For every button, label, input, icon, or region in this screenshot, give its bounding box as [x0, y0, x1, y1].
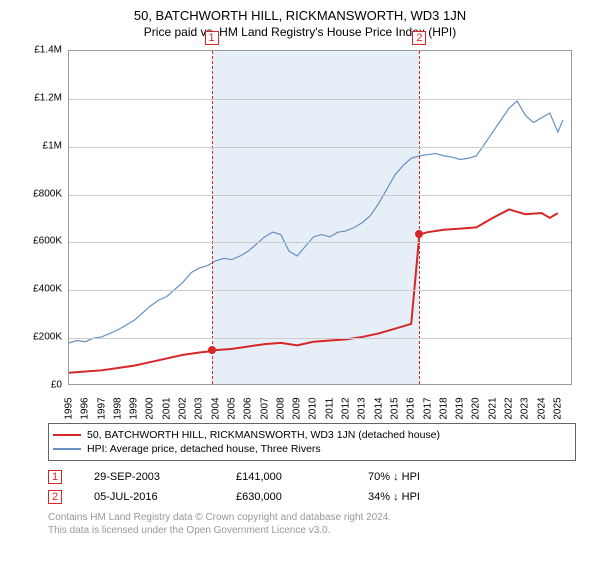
marker-badge: 2	[412, 31, 426, 45]
x-axis-label: 1997	[96, 397, 107, 419]
x-axis-label: 2024	[536, 397, 547, 419]
series-hpi	[69, 101, 563, 343]
y-axis-label: £0	[20, 380, 62, 391]
x-axis-label: 2010	[308, 397, 319, 419]
event-date: 29-SEP-2003	[94, 471, 204, 483]
event-badge: 2	[48, 490, 62, 504]
legend-box: 50, BATCHWORTH HILL, RICKMANSWORTH, WD3 …	[48, 423, 576, 461]
gridline	[69, 338, 571, 339]
marker-dot	[208, 346, 216, 354]
legend-swatch	[53, 448, 81, 450]
x-axis-label: 2023	[520, 397, 531, 419]
x-axis-label: 2020	[471, 397, 482, 419]
x-axis-label: 2002	[178, 397, 189, 419]
y-axis-label: £800K	[20, 188, 62, 199]
x-axis-label: 2022	[504, 397, 515, 419]
x-axis-label: 2000	[145, 397, 156, 419]
x-axis-label: 2008	[275, 397, 286, 419]
x-axis-label: 1996	[80, 397, 91, 419]
marker-line	[419, 51, 420, 384]
chart-subtitle: Price paid vs. HM Land Registry's House …	[0, 25, 600, 39]
chart-title: 50, BATCHWORTH HILL, RICKMANSWORTH, WD3 …	[0, 8, 600, 23]
x-axis-label: 1998	[112, 397, 123, 419]
gridline	[69, 242, 571, 243]
x-axis-label: 2005	[226, 397, 237, 419]
gridline	[69, 290, 571, 291]
event-date: 05-JUL-2016	[94, 491, 204, 503]
marker-badge: 1	[205, 31, 219, 45]
x-axis-label: 1999	[129, 397, 140, 419]
gridline	[69, 99, 571, 100]
x-axis-label: 2004	[210, 397, 221, 419]
x-axis-label: 2014	[373, 397, 384, 419]
event-delta: 34% ↓ HPI	[368, 491, 420, 503]
x-axis-label: 1995	[64, 397, 75, 419]
x-axis-label: 2025	[552, 397, 563, 419]
event-row: 1 29-SEP-2003 £141,000 70% ↓ HPI	[48, 467, 576, 487]
gridline	[69, 195, 571, 196]
event-price: £630,000	[236, 491, 336, 503]
y-axis-label: £600K	[20, 236, 62, 247]
plot-area: 12 1995199619971998199920002001200220032…	[68, 50, 572, 385]
legend-label: 50, BATCHWORTH HILL, RICKMANSWORTH, WD3 …	[87, 429, 440, 441]
y-axis-label: £1M	[20, 140, 62, 151]
x-axis-label: 2006	[243, 397, 254, 419]
x-axis-label: 2012	[341, 397, 352, 419]
x-axis-label: 2001	[161, 397, 172, 419]
event-delta: 70% ↓ HPI	[368, 471, 420, 483]
x-axis-label: 2021	[487, 397, 498, 419]
marker-dot	[415, 230, 423, 238]
x-axis-label: 2017	[422, 397, 433, 419]
event-badge: 1	[48, 470, 62, 484]
series-svg	[69, 51, 571, 385]
gridline	[69, 147, 571, 148]
legend-label: HPI: Average price, detached house, Thre…	[87, 443, 321, 455]
x-axis-label: 2018	[438, 397, 449, 419]
marker-line	[212, 51, 213, 384]
x-axis-label: 2013	[357, 397, 368, 419]
event-list: 1 29-SEP-2003 £141,000 70% ↓ HPI 2 05-JUL-201…	[48, 467, 576, 507]
x-axis-label: 2016	[406, 397, 417, 419]
legend-item: HPI: Average price, detached house, Thre…	[53, 442, 571, 456]
y-axis-label: £400K	[20, 284, 62, 295]
y-axis-label: £1.2M	[20, 92, 62, 103]
footer-line2: This data is licensed under the Open Gov…	[48, 524, 576, 537]
legend-item: 50, BATCHWORTH HILL, RICKMANSWORTH, WD3 …	[53, 428, 571, 442]
x-axis-label: 2019	[455, 397, 466, 419]
y-axis-label: £1.4M	[20, 45, 62, 56]
y-axis-label: £200K	[20, 332, 62, 343]
x-axis-label: 2003	[194, 397, 205, 419]
chart-container: £0 £200K £400K £600K £800K £1M £1.2M £1.4M 12 1…	[20, 45, 580, 415]
event-price: £141,000	[236, 471, 336, 483]
x-axis-label: 2015	[389, 397, 400, 419]
event-row: 2 05-JUL-2016 £630,000 34% ↓ HPI	[48, 487, 576, 507]
x-axis-label: 2011	[324, 398, 335, 420]
x-axis-label: 2009	[292, 397, 303, 419]
footer-text: Contains HM Land Registry data © Crown c…	[48, 511, 576, 537]
footer-line1: Contains HM Land Registry data © Crown c…	[48, 511, 576, 524]
x-axis-label: 2007	[259, 397, 270, 419]
legend-swatch	[53, 434, 81, 436]
